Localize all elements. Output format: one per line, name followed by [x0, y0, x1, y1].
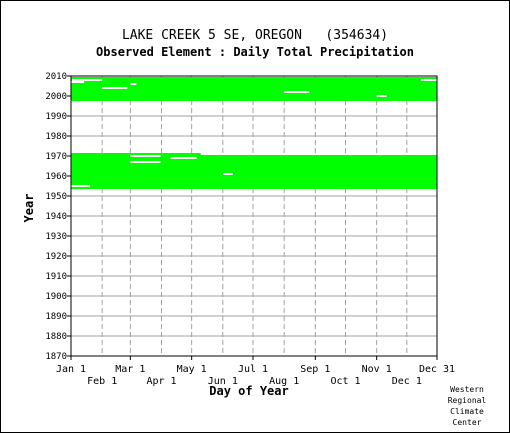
data-availability-bars — [71, 77, 437, 189]
y-tick-label: 1990 — [45, 112, 67, 122]
x-tick-label: Apr 1 — [146, 376, 176, 387]
x-tick-label: May 1 — [177, 364, 207, 375]
y-tick-label: 2000 — [45, 92, 67, 102]
y-axis-label: Year — [22, 194, 36, 223]
missing-data-segment — [420, 79, 437, 81]
x-tick-label: Jul 1 — [238, 364, 268, 375]
x-tick-label: Oct 1 — [330, 376, 360, 387]
credit-line: Western — [450, 385, 484, 394]
missing-data-segment — [102, 87, 128, 89]
y-tick-label: 1870 — [45, 352, 67, 362]
y-tick-label: 1960 — [45, 172, 67, 182]
x-tick-label: Jan 1 — [56, 364, 86, 375]
y-tick-labels: 1870 1880 1890 1900 1910 1920 1930 1940 1950 1960… — [45, 72, 71, 362]
missing-data-segment — [200, 153, 437, 155]
missing-data-segment — [71, 81, 85, 83]
y-tick-label: 2010 — [45, 72, 67, 82]
missing-data-segment — [130, 155, 161, 157]
y-tick-label: 1970 — [45, 152, 67, 162]
x-tick-label: Mar 1 — [115, 364, 145, 375]
station-title: LAKE CREEK 5 SE, OREGON (354634) — [122, 28, 388, 43]
y-tick-label: 1880 — [45, 332, 67, 342]
x-tick-label: Aug 1 — [269, 376, 299, 387]
missing-data-segment — [130, 161, 161, 163]
missing-data-gaps — [71, 79, 437, 187]
missing-data-segment — [170, 157, 197, 159]
x-tick-labels: Jan 1 Mar 1 May 1 Jul 1 Sep 1 Nov 1 Dec 31 Feb … — [56, 356, 455, 387]
x-tick-label: Jun 1 — [208, 376, 238, 387]
missing-data-segment — [71, 185, 91, 187]
x-tick-label: Dec 31 — [419, 364, 455, 375]
missing-data-segment — [130, 83, 137, 85]
x-tick-label: Feb 1 — [87, 376, 117, 387]
credit-line: Regional — [447, 396, 487, 405]
x-axis-label: Day of Year — [209, 384, 288, 398]
y-tick-label: 1910 — [45, 272, 67, 282]
data-period-bar — [71, 77, 437, 101]
credit-block: Western Regional Climate Center — [437, 384, 497, 428]
credit-line: Climate — [450, 407, 484, 416]
y-tick-label: 1890 — [45, 312, 67, 322]
missing-data-segment — [72, 79, 103, 81]
missing-data-segment — [376, 95, 387, 97]
x-tick-label: Nov 1 — [362, 364, 392, 375]
missing-data-segment — [284, 91, 310, 93]
x-tick-label: Sep 1 — [300, 364, 330, 375]
element-title: Observed Element : Daily Total Precipita… — [96, 45, 414, 59]
y-tick-label: 1900 — [45, 292, 67, 302]
x-tick-label: Dec 1 — [392, 376, 422, 387]
y-tick-label: 1980 — [45, 132, 67, 142]
data-period-bar — [71, 153, 437, 189]
y-tick-label: 1920 — [45, 252, 67, 262]
credit-line: Center — [452, 418, 482, 427]
y-tick-label: 1930 — [45, 232, 67, 242]
y-tick-label: 1940 — [45, 212, 67, 222]
plot-grid — [70, 75, 438, 357]
y-tick-label: 1950 — [45, 192, 67, 202]
missing-data-segment — [222, 173, 233, 175]
